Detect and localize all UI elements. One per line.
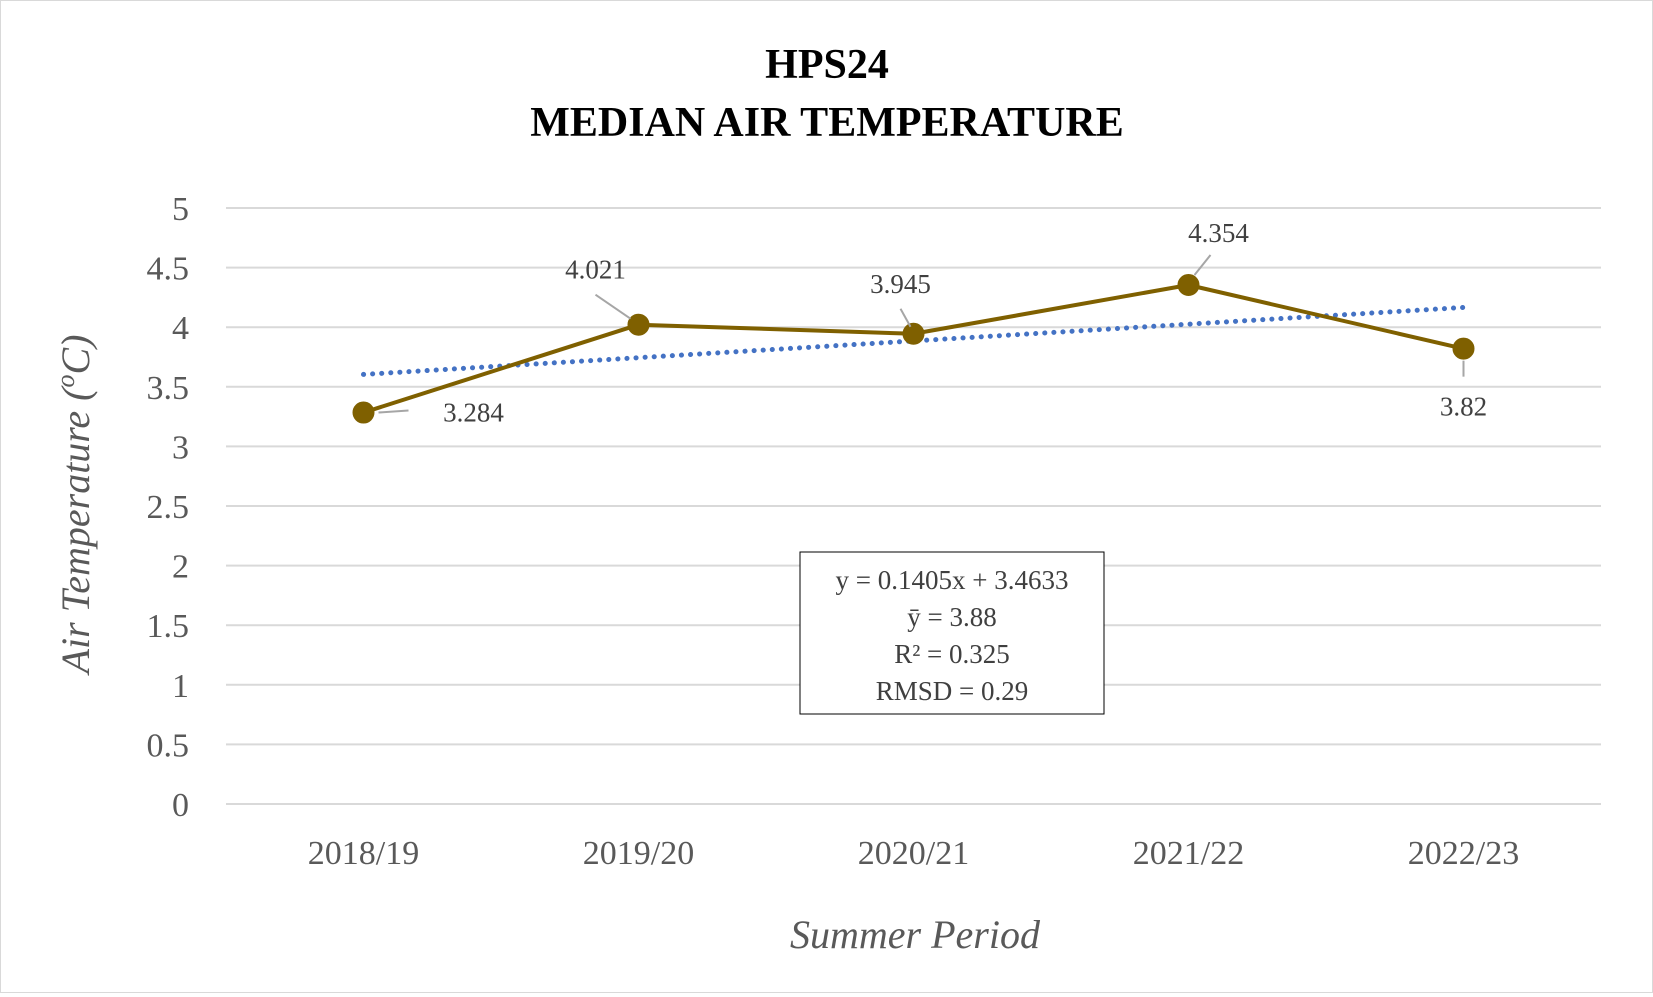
data-point [352, 401, 375, 424]
y-tick-label: 3 [172, 429, 189, 466]
y-tick-label: 2.5 [147, 489, 190, 526]
series-line [362, 283, 1464, 415]
data-label-leader [899, 308, 912, 328]
chart-title-line-2: MEDIAN AIR TEMPERATURE [530, 100, 1124, 146]
y-tick-label: 3.5 [147, 370, 190, 407]
data-label-leader [1193, 254, 1212, 276]
data-point [1177, 274, 1200, 297]
data-label-leader [594, 293, 632, 320]
data-point [627, 313, 650, 336]
x-tick-label: 2019/20 [583, 835, 694, 872]
y-axis-title: Air Temperature (oC) [51, 335, 98, 677]
x-tick-label: 2020/21 [858, 835, 969, 872]
x-tick-label: 2021/22 [1133, 835, 1244, 872]
stats-box-border [799, 551, 1105, 715]
mean-value: ȳ = 3.88 [907, 602, 996, 632]
trendline [361, 304, 1466, 377]
data-label: 3.945 [870, 269, 931, 299]
trend-equation: y = 0.1405x + 3.4633 [836, 565, 1069, 595]
data-point [1452, 337, 1475, 360]
x-tick-label: 2018/19 [308, 835, 419, 872]
y-axis-title-unit: C) [53, 335, 98, 375]
y-tick-label: 0.5 [147, 727, 190, 764]
trendline-stats-box: y = 0.1405x + 3.4633 ȳ = 3.88 R² = 0.325… [799, 551, 1105, 715]
y-tick-label: 0 [172, 787, 189, 824]
y-axis-title-superscript: o [51, 375, 80, 388]
data-label: 4.021 [565, 255, 626, 285]
y-tick-label: 4 [172, 310, 189, 347]
trendline-line [361, 304, 1466, 377]
rmsd-value: RMSD = 0.29 [876, 676, 1029, 706]
series-median-air-temperature [352, 274, 1475, 424]
y-tick-label: 2 [172, 549, 189, 586]
y-tick-label: 1.5 [147, 608, 190, 645]
x-tick-label: 2022/23 [1408, 835, 1519, 872]
data-label: 3.284 [443, 398, 504, 428]
chart-title-line-1: HPS24 [765, 42, 889, 88]
data-label: 4.354 [1188, 218, 1249, 248]
y-tick-label: 5 [172, 191, 189, 228]
x-axis-title: Summer Period [790, 912, 1041, 957]
x-axis-ticks: 2018/19 2019/20 2020/21 2021/22 2022/23 [308, 835, 1519, 872]
data-labels: 3.284 4.021 3.945 4.354 3.82 [378, 218, 1487, 428]
y-tick-label: 1 [172, 668, 189, 705]
r-squared: R² = 0.325 [894, 639, 1010, 669]
y-axis-title-text: Air Temperature ( [53, 385, 98, 677]
y-axis-ticks: 0 0.5 1 1.5 2 2.5 3 3.5 4 4.5 5 [147, 191, 190, 824]
data-label-leader [378, 409, 409, 414]
data-label: 3.82 [1440, 392, 1487, 422]
y-tick-label: 4.5 [147, 251, 190, 288]
data-point [902, 322, 925, 345]
